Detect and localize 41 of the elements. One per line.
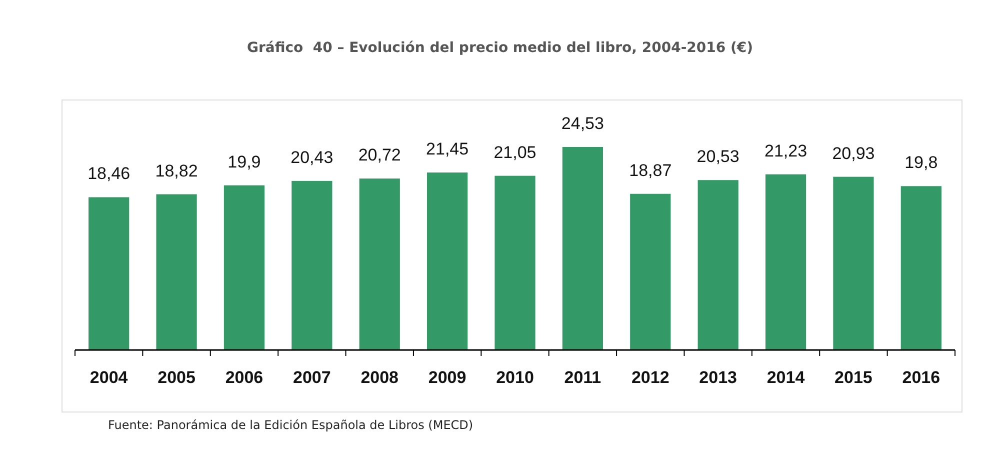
bar xyxy=(494,176,536,350)
bar xyxy=(156,194,197,350)
x-tick-label: 2014 xyxy=(766,368,806,387)
data-label: 20,93 xyxy=(832,144,875,163)
bar xyxy=(630,194,671,350)
x-tick-label: 2005 xyxy=(158,368,196,387)
data-label: 20,43 xyxy=(290,148,334,167)
data-label: 20,72 xyxy=(358,146,401,165)
data-label: 19,9 xyxy=(228,152,261,172)
bar xyxy=(292,180,332,350)
bar xyxy=(900,186,942,350)
source-note: Fuente: Panorámica de la Edición Española de Libros (MECD) xyxy=(108,418,474,432)
bar xyxy=(833,176,874,350)
bar xyxy=(359,178,400,350)
bar xyxy=(562,147,603,350)
data-label: 24,53 xyxy=(561,114,604,133)
x-tick-label: 2010 xyxy=(496,368,534,387)
data-label: 18,87 xyxy=(629,160,672,180)
chart-title: Gráfico 40 – Evolución del precio medio del libro, 2004-2016 (€) xyxy=(246,40,754,56)
data-label: 21,45 xyxy=(426,139,469,158)
x-tick-label: 2015 xyxy=(834,368,872,387)
bar xyxy=(765,174,806,350)
x-tick-label: 2009 xyxy=(428,368,466,387)
x-tick-label: 2004 xyxy=(90,368,128,387)
x-tick-label: 2011 xyxy=(564,368,602,387)
data-label: 18,46 xyxy=(88,164,130,184)
data-label: 19,8 xyxy=(904,153,938,172)
bar xyxy=(427,172,468,350)
data-label: 18,82 xyxy=(155,161,198,180)
bar xyxy=(698,180,738,350)
x-tick-label: 2008 xyxy=(360,368,399,387)
x-tick-label: 2007 xyxy=(293,368,331,387)
data-label: 21,23 xyxy=(764,141,808,160)
x-tick-label: 2006 xyxy=(225,368,264,387)
data-label: 20,53 xyxy=(696,147,740,166)
bar xyxy=(88,197,130,350)
data-label: 21,05 xyxy=(494,142,536,162)
x-tick-label: 2016 xyxy=(902,368,940,387)
bar xyxy=(224,185,265,350)
x-tick-label: 2012 xyxy=(631,368,670,387)
x-tick-label: 2013 xyxy=(699,368,737,387)
